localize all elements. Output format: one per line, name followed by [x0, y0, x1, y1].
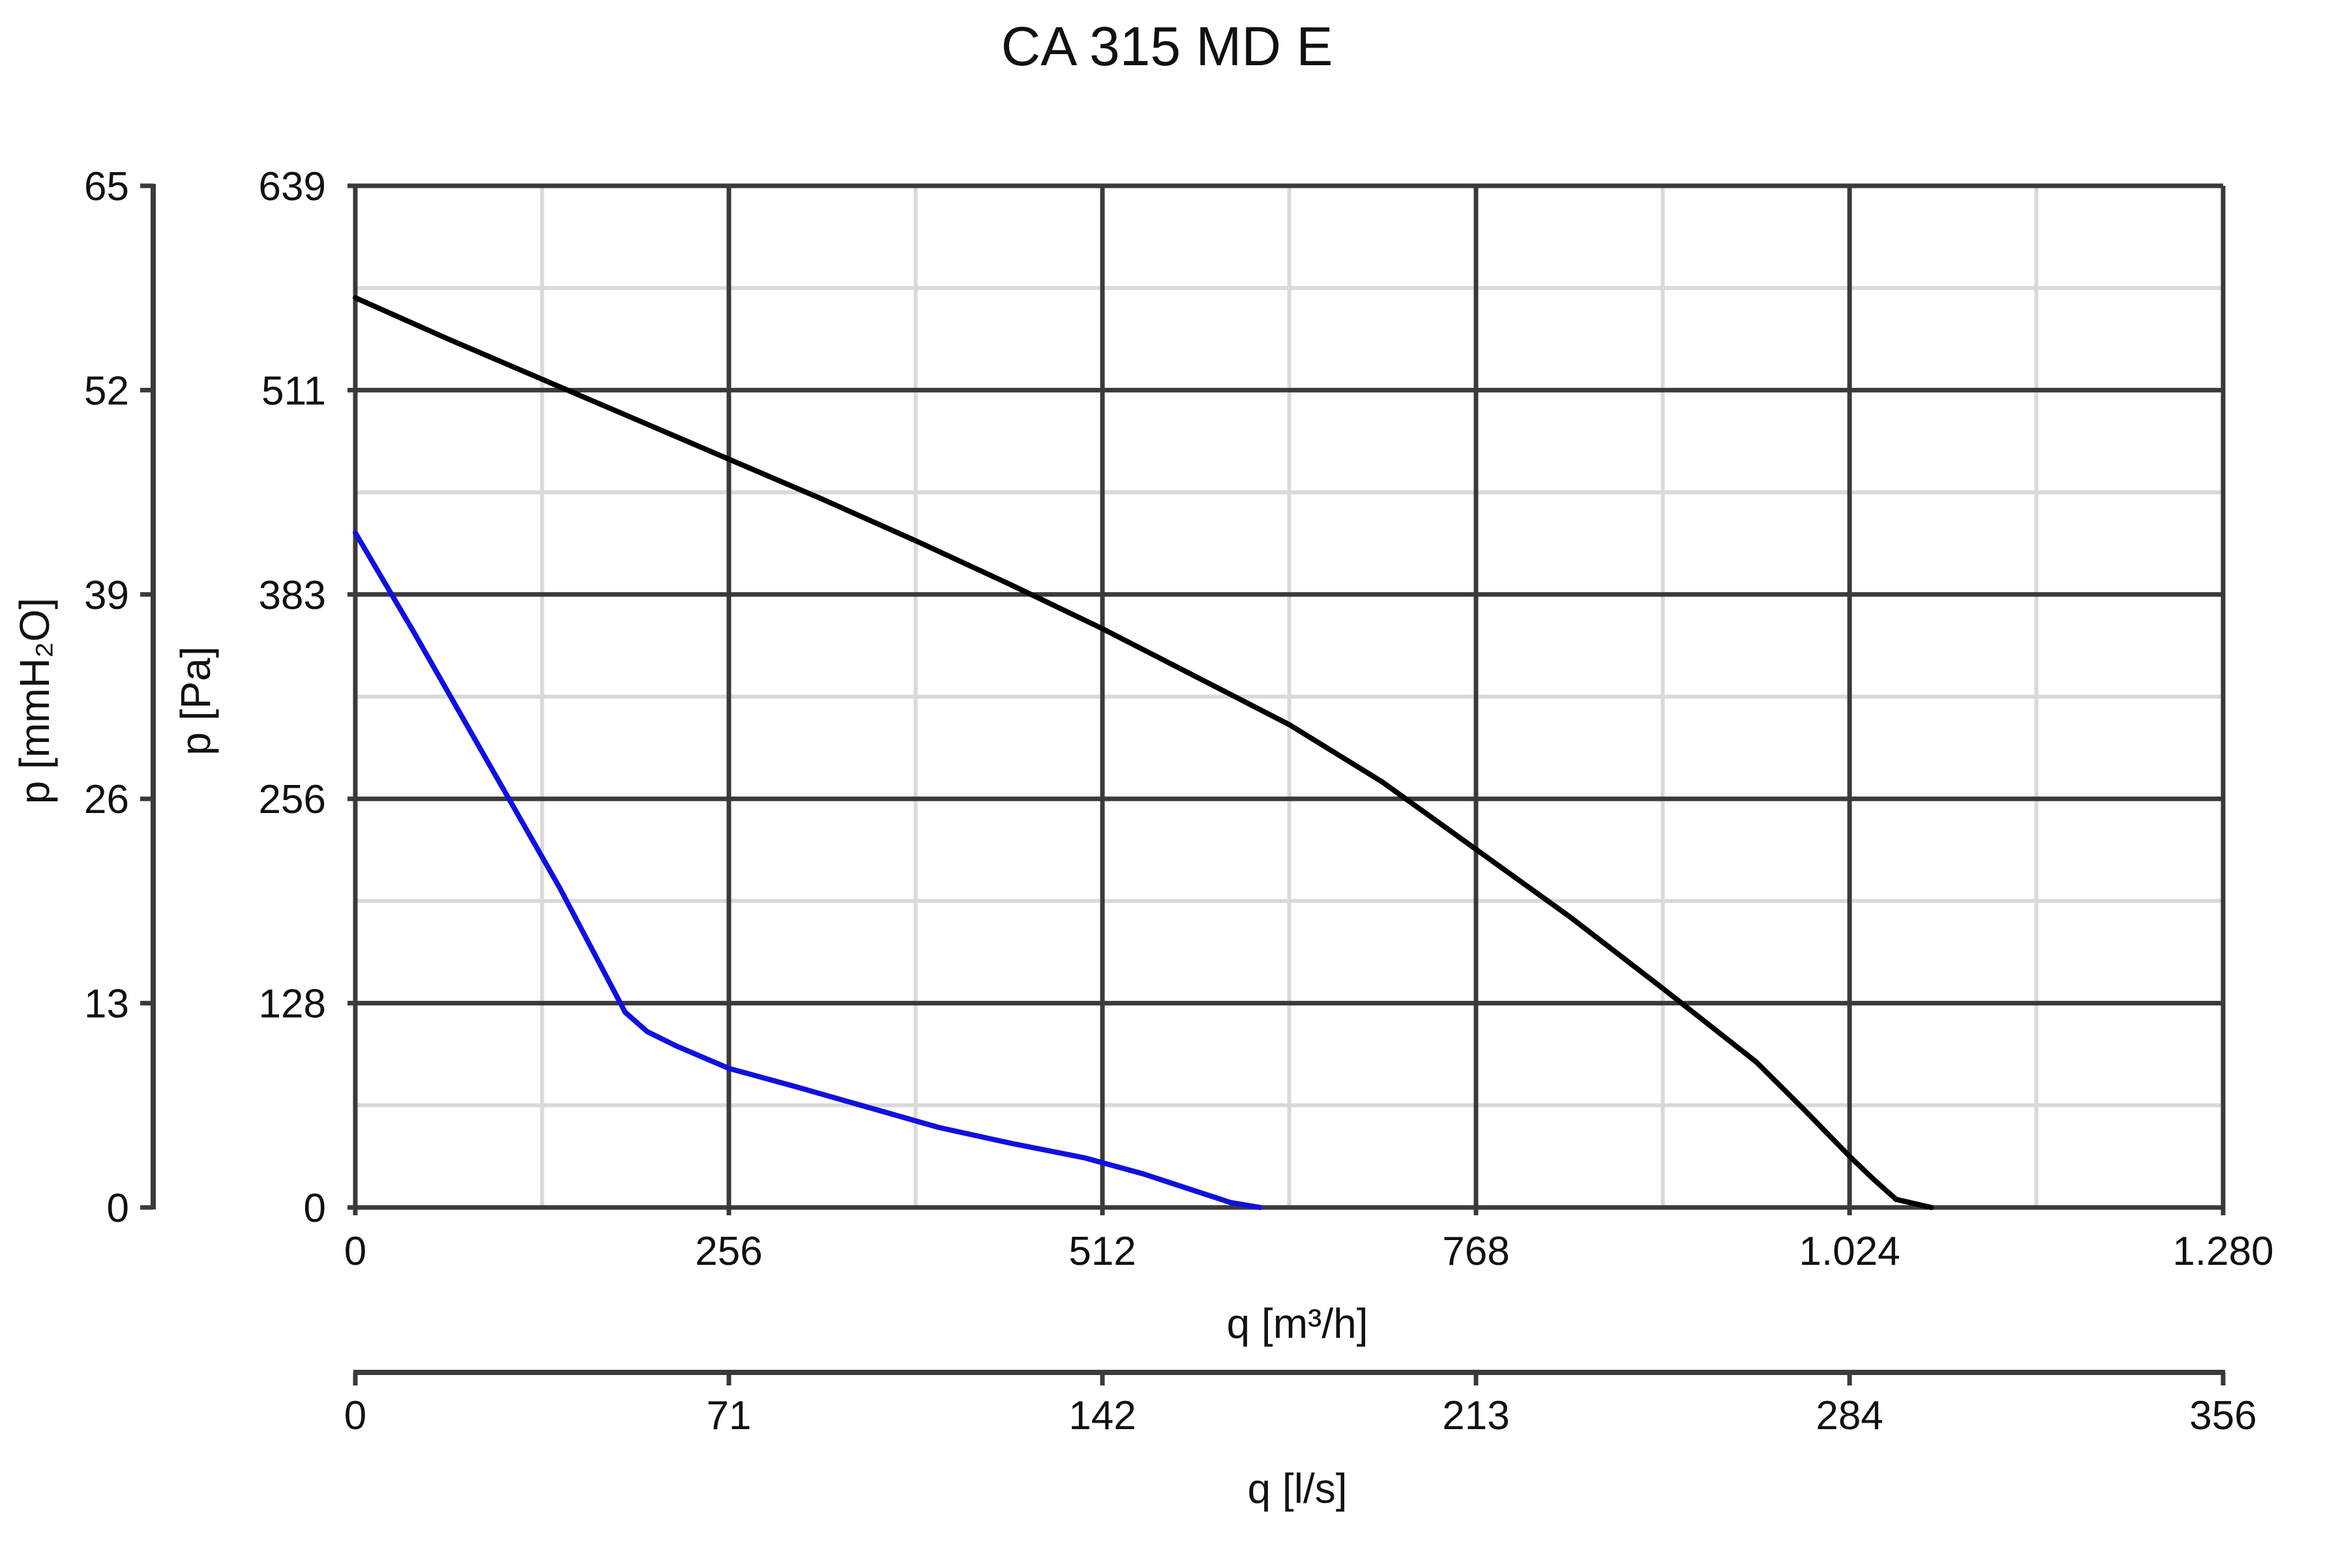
major-grid [347, 183, 2226, 1215]
y2-tick-label: 0 [107, 1186, 129, 1231]
y2-tick-label: 13 [84, 982, 129, 1027]
chart-title: CA 315 MD E [1001, 16, 1333, 77]
y-tick-label: 128 [259, 982, 326, 1027]
x-tick-label: 0 [344, 1229, 366, 1274]
x2-tick-label: 71 [707, 1393, 752, 1438]
tick-labels: 0 256 512 768 1.024 1.280 0 71 142 213 284 356 0 128 2… [84, 164, 2274, 1438]
x2-tick-label: 284 [1816, 1393, 1883, 1438]
x2-tick-label: 213 [1442, 1393, 1509, 1438]
y-tick-label: 511 [261, 368, 326, 413]
x2-tick-label: 142 [1069, 1393, 1136, 1438]
x-tick-label: 512 [1069, 1229, 1136, 1274]
y-tick-label: 383 [259, 573, 326, 618]
x-tick-label: 1.280 [2172, 1229, 2273, 1274]
x2-axis-label: q [l/s] [1248, 1465, 1348, 1512]
x-axis-label: q [m³/h] [1227, 1300, 1368, 1347]
series-line-2 [353, 530, 1263, 1210]
minor-grid [355, 186, 2223, 1207]
y2-tick-label: 39 [84, 573, 129, 618]
y2-tick-label: 26 [84, 777, 129, 822]
y2-axis-label: p [mmH₂O] [11, 598, 58, 804]
y2-tick-label: 52 [84, 368, 129, 413]
y-tick-label: 639 [259, 164, 326, 209]
y2-tick-label: 65 [84, 164, 129, 209]
x2-tick-label: 356 [2189, 1393, 2256, 1438]
series-line-1 [353, 295, 1934, 1210]
y-tick-label: 256 [259, 777, 326, 822]
axes [140, 183, 2226, 1385]
x2-tick-label: 0 [344, 1393, 366, 1438]
series-lines [353, 295, 1934, 1210]
x-tick-label: 1.024 [1799, 1229, 1900, 1274]
y-tick-label: 0 [304, 1186, 326, 1231]
y-axis-label: p [Pa] [172, 646, 219, 755]
x-tick-label: 256 [695, 1229, 762, 1274]
x-tick-label: 768 [1442, 1229, 1509, 1274]
